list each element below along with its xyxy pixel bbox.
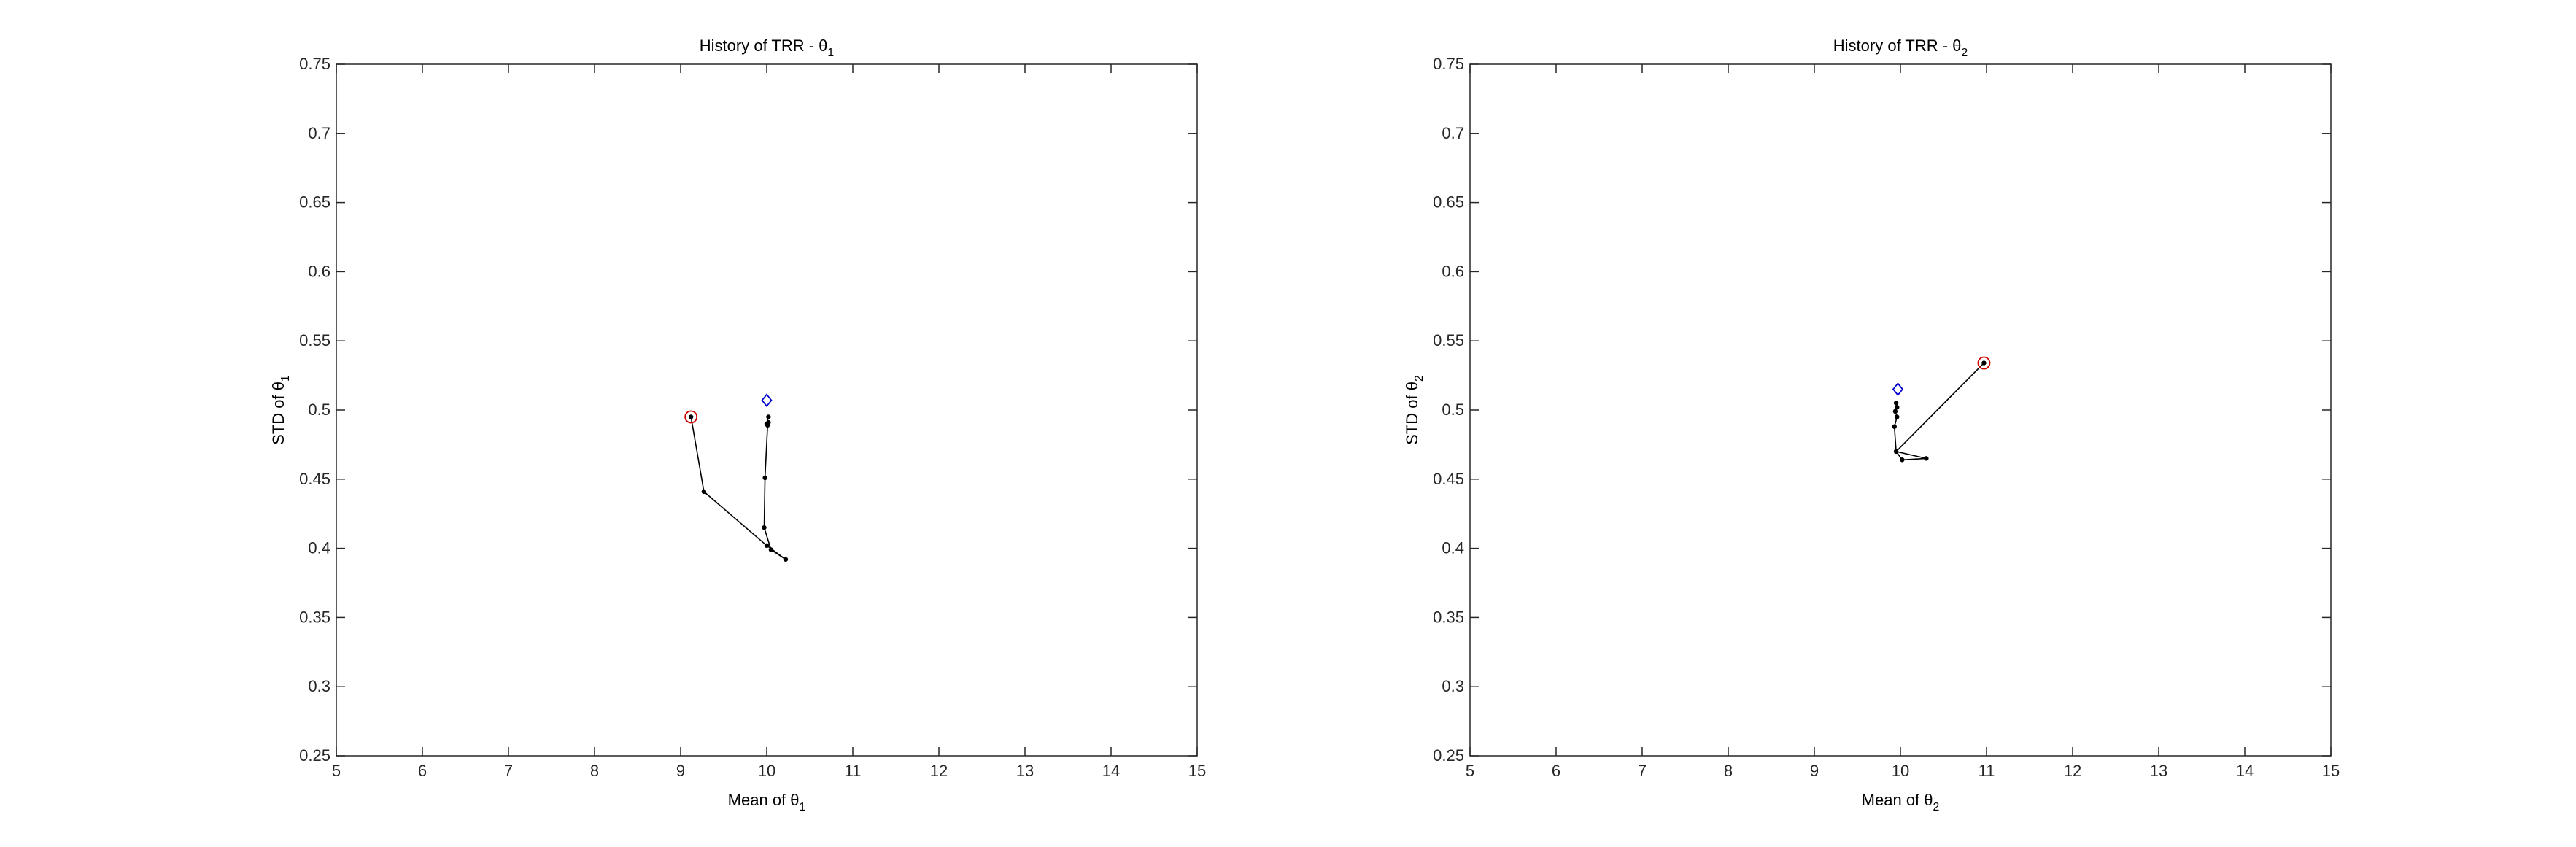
y-tick-label: 0.25 xyxy=(1433,746,1464,765)
y-tick-label: 0.4 xyxy=(308,539,330,557)
y-axis-label: STD of θ2 xyxy=(1403,375,1426,445)
start-marker xyxy=(684,410,698,424)
chart-title-text: History of TRR - θ xyxy=(700,36,828,55)
y-tick-label: 0.55 xyxy=(1433,331,1464,349)
y-tick-label: 0.65 xyxy=(299,193,330,212)
x-tick-label: 12 xyxy=(2064,762,2081,780)
x-tick-label: 15 xyxy=(2322,762,2340,780)
y-axis-label-subscript: 2 xyxy=(1413,375,1426,382)
x-tick-label: 9 xyxy=(1810,762,1819,780)
chart-title: History of TRR - θ1 xyxy=(700,36,835,59)
chart-theta2: 5 6 7 8 9 10 11 12 13 14 15 0.25 0.3 0.35 0.4 0.45 0.5 0.… xyxy=(1403,36,2340,813)
x-tick-label: 7 xyxy=(1638,762,1647,780)
y-axis-label-text: STD of θ xyxy=(269,382,287,445)
history-point xyxy=(1895,414,1900,419)
x-tick-label: 10 xyxy=(758,762,775,780)
target-marker xyxy=(761,393,773,408)
history-point xyxy=(762,475,767,481)
x-tick-label: 14 xyxy=(1102,762,1120,780)
y-tick-label: 0.7 xyxy=(1442,124,1464,142)
y-tick-label: 0.45 xyxy=(1433,470,1464,488)
x-tick-label: 8 xyxy=(1724,762,1733,780)
x-axis-label-subscript: 2 xyxy=(1933,801,1940,813)
history-point xyxy=(1893,401,1899,406)
start-marker-dot xyxy=(1981,360,1987,366)
x-tick-label: 10 xyxy=(1892,762,1909,780)
x-tick-label: 14 xyxy=(2236,762,2254,780)
x-tick-label: 11 xyxy=(1979,762,1995,780)
history-point xyxy=(762,525,767,530)
history-point xyxy=(701,489,707,495)
y-tick-label: 0.6 xyxy=(308,262,330,280)
x-tick-label: 12 xyxy=(930,762,948,780)
x-tick-label: 6 xyxy=(1552,762,1560,780)
chart-title-subscript: 1 xyxy=(827,47,834,59)
y-tick-label: 0.4 xyxy=(1442,539,1464,557)
y-axis-label: STD of θ1 xyxy=(269,375,292,445)
y-tick-label: 0.3 xyxy=(1442,677,1464,695)
y-axis-label-subscript: 1 xyxy=(279,375,292,382)
x-tick-label: 7 xyxy=(504,762,513,780)
x-axis-label: Mean of θ1 xyxy=(728,791,806,813)
chart-title-text: History of TRR - θ xyxy=(1833,36,1962,55)
history-point xyxy=(783,557,789,562)
y-tick-label: 0.75 xyxy=(1433,55,1464,73)
y-tick-label: 0.7 xyxy=(308,124,330,142)
x-tick-label: 6 xyxy=(418,762,427,780)
y-tick-label: 0.55 xyxy=(299,331,330,349)
y-tick-label: 0.75 xyxy=(299,55,330,73)
y-tick-label: 0.5 xyxy=(1442,401,1464,419)
x-tick-label: 9 xyxy=(676,762,685,780)
x-axis-label-text: Mean of θ xyxy=(1862,791,1933,809)
y-tick-label: 0.25 xyxy=(299,746,330,765)
history-point xyxy=(1900,457,1905,463)
chart-theta1: 5 6 7 8 9 10 11 12 13 14 150.250.30.350.40.450.50.… xyxy=(269,36,1206,813)
history-point xyxy=(1893,449,1899,455)
history-point xyxy=(768,547,774,552)
x-tick-label: 15 xyxy=(1188,762,1206,780)
x-tick-label: 11 xyxy=(845,762,862,780)
history-point xyxy=(1924,456,1929,461)
history-point xyxy=(1892,424,1897,429)
x-tick-label: 5 xyxy=(332,762,341,780)
y-tick-label: 0.6 xyxy=(1442,262,1464,280)
y-tick-label: 0.35 xyxy=(1433,608,1464,626)
history-point xyxy=(764,543,770,549)
y-tick-label: 0.45 xyxy=(299,470,330,488)
start-marker-dot xyxy=(689,414,693,419)
y-axis-label-text: STD of θ xyxy=(1403,382,1421,445)
x-tick-label: 13 xyxy=(2150,762,2167,780)
x-tick-label: 13 xyxy=(1016,762,1034,780)
history-point xyxy=(1892,409,1898,414)
history-point xyxy=(764,421,770,427)
x-axis-label-subscript: 1 xyxy=(800,801,806,813)
history-point xyxy=(1895,405,1900,410)
y-tick-label: 0.35 xyxy=(299,608,330,626)
y-tick-label: 0.5 xyxy=(308,401,330,419)
target-marker xyxy=(1892,382,1904,397)
chart-title-subscript: 2 xyxy=(1961,47,1968,59)
x-tick-label: 8 xyxy=(590,762,599,780)
x-tick-label: 5 xyxy=(1466,762,1474,780)
y-tick-label: 0.3 xyxy=(308,677,330,695)
chart-title: History of TRR - θ2 xyxy=(1833,36,1968,59)
start-marker xyxy=(1977,356,1991,370)
y-tick-label: 0.65 xyxy=(1433,193,1464,212)
history-point xyxy=(766,414,771,419)
x-axis-label: Mean of θ2 xyxy=(1862,791,1940,813)
x-axis-label-text: Mean of θ xyxy=(728,791,800,809)
